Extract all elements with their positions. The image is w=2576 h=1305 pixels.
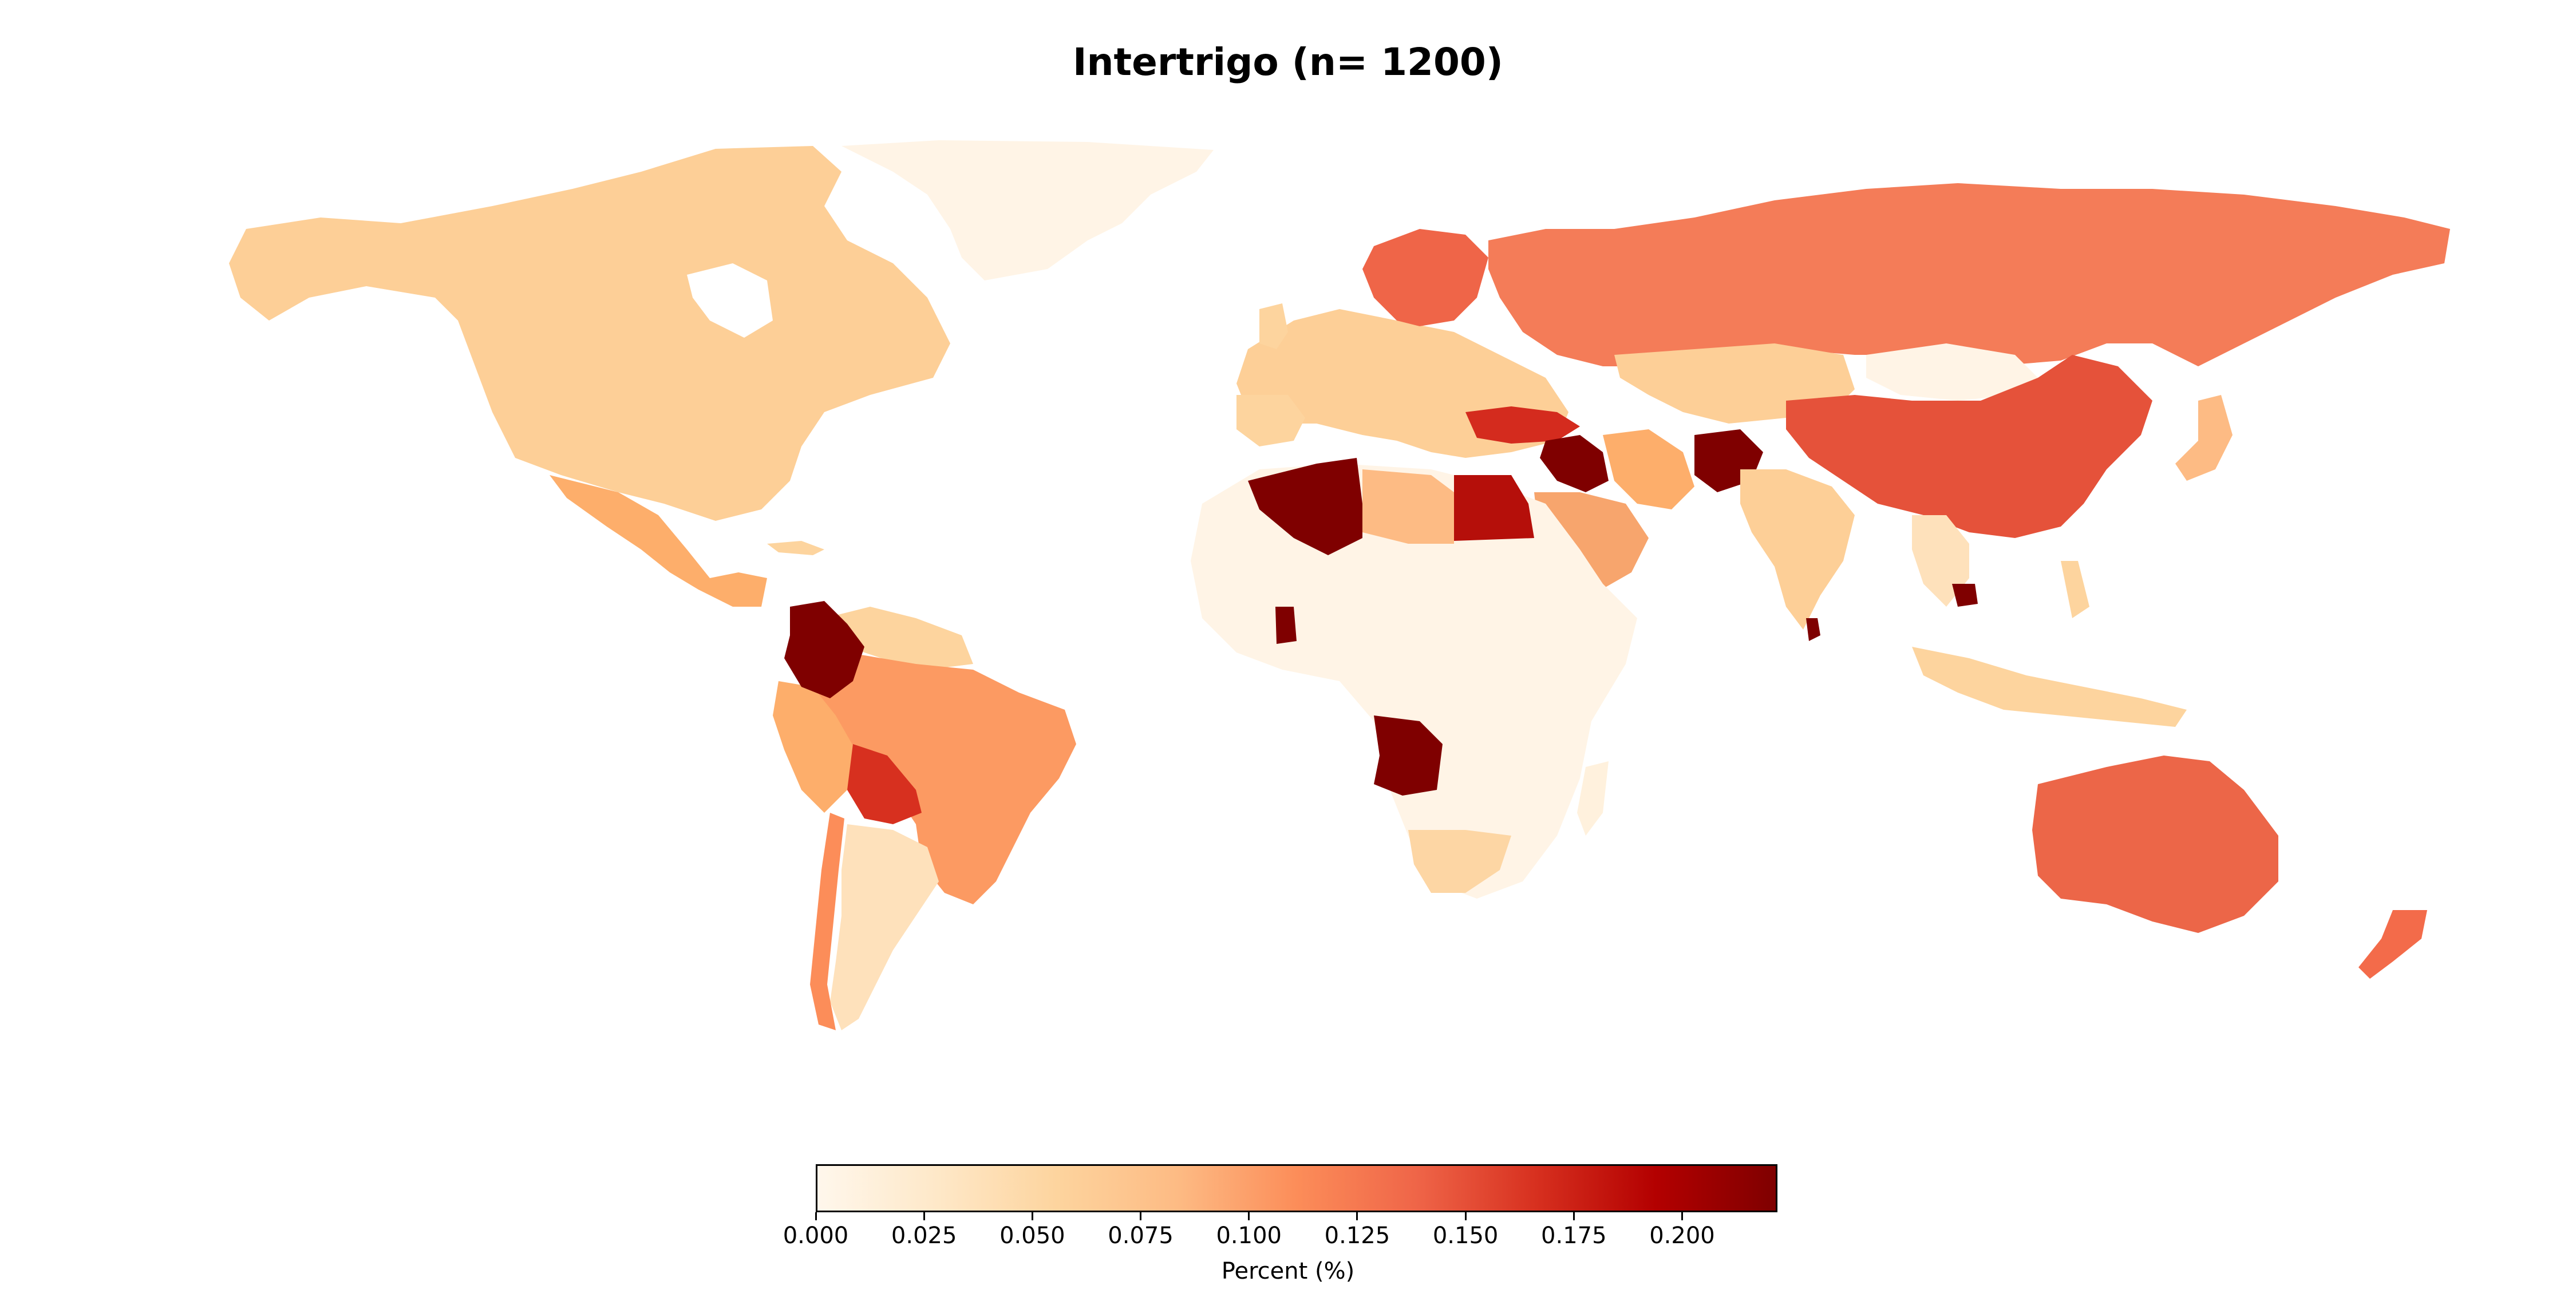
region-sri-lanka xyxy=(1806,618,1820,641)
region-venezuela-guianas xyxy=(824,607,973,670)
colorbar-tick xyxy=(1356,1212,1358,1220)
colorbar-tick-label: 0.100 xyxy=(1216,1223,1282,1249)
region-cambodia xyxy=(1952,584,1978,607)
colorbar-tick xyxy=(1573,1212,1575,1220)
colorbar-tick-label: 0.000 xyxy=(783,1223,849,1249)
colorbar-tick-label: 0.075 xyxy=(1108,1223,1174,1249)
region-cuba xyxy=(767,541,824,555)
colorbar-tick xyxy=(1681,1212,1683,1220)
region-china xyxy=(1786,355,2152,538)
region-iraq-syria xyxy=(1540,435,1609,492)
region-indonesia xyxy=(1912,647,2187,727)
colorbar-tick-label: 0.125 xyxy=(1324,1223,1390,1249)
region-iran xyxy=(1603,429,1694,509)
colorbar-tick xyxy=(1140,1212,1142,1220)
region-japan xyxy=(2175,395,2233,481)
region-angola xyxy=(1374,715,1443,796)
region-turkey xyxy=(1465,406,1580,444)
region-russia xyxy=(1488,183,2450,366)
colorbar xyxy=(816,1164,1777,1212)
region-argentina xyxy=(830,824,939,1030)
colorbar-tick xyxy=(1464,1212,1467,1220)
region-uk xyxy=(1259,303,1288,349)
region-south-africa xyxy=(1408,830,1511,893)
region-pakistan-india xyxy=(1740,469,1855,630)
region-algeria xyxy=(1248,458,1362,555)
region-iberia xyxy=(1236,395,1305,446)
region-egypt xyxy=(1454,475,1534,541)
region-ghana xyxy=(1275,607,1297,644)
region-canada-us xyxy=(229,146,950,521)
colorbar-tick-label: 0.150 xyxy=(1432,1223,1499,1249)
region-libya xyxy=(1362,469,1454,544)
colorbar-ticks: 0.000 0.025 0.050 0.075 0.100 0.125 0.150 0.175… xyxy=(0,1212,2576,1258)
colorbar-tick-label: 0.175 xyxy=(1541,1223,1607,1249)
region-mongolia xyxy=(1866,343,2038,401)
colorbar-tick xyxy=(923,1212,925,1220)
colorbar-tick-label: 0.200 xyxy=(1649,1223,1715,1249)
region-hudson-bay xyxy=(687,263,773,338)
region-bolivia xyxy=(847,744,922,824)
map-landmasses xyxy=(229,140,2450,1030)
region-chile xyxy=(810,813,844,1030)
region-madagascar xyxy=(1577,761,1609,836)
colorbar-tick-label: 0.025 xyxy=(891,1223,957,1249)
region-peru-ecuador xyxy=(773,681,859,813)
colorbar-tick-label: 0.050 xyxy=(999,1223,1065,1249)
region-colombia xyxy=(784,601,864,698)
region-africa xyxy=(1191,464,1637,899)
region-new-zealand xyxy=(2358,910,2427,979)
region-greenland xyxy=(841,140,1214,280)
region-brazil xyxy=(813,652,1076,904)
colorbar-tick xyxy=(1031,1212,1033,1220)
region-scandinavia xyxy=(1362,229,1488,326)
colorbar-label: Percent (%) xyxy=(1221,1258,1355,1284)
region-philippines xyxy=(2061,561,2089,618)
colorbar-tick xyxy=(1248,1212,1250,1220)
colorbar-tick xyxy=(815,1212,817,1220)
chart-title: Intertrigo (n= 1200) xyxy=(1073,40,1503,84)
region-mexico xyxy=(550,475,767,607)
region-australia xyxy=(2032,756,2278,933)
